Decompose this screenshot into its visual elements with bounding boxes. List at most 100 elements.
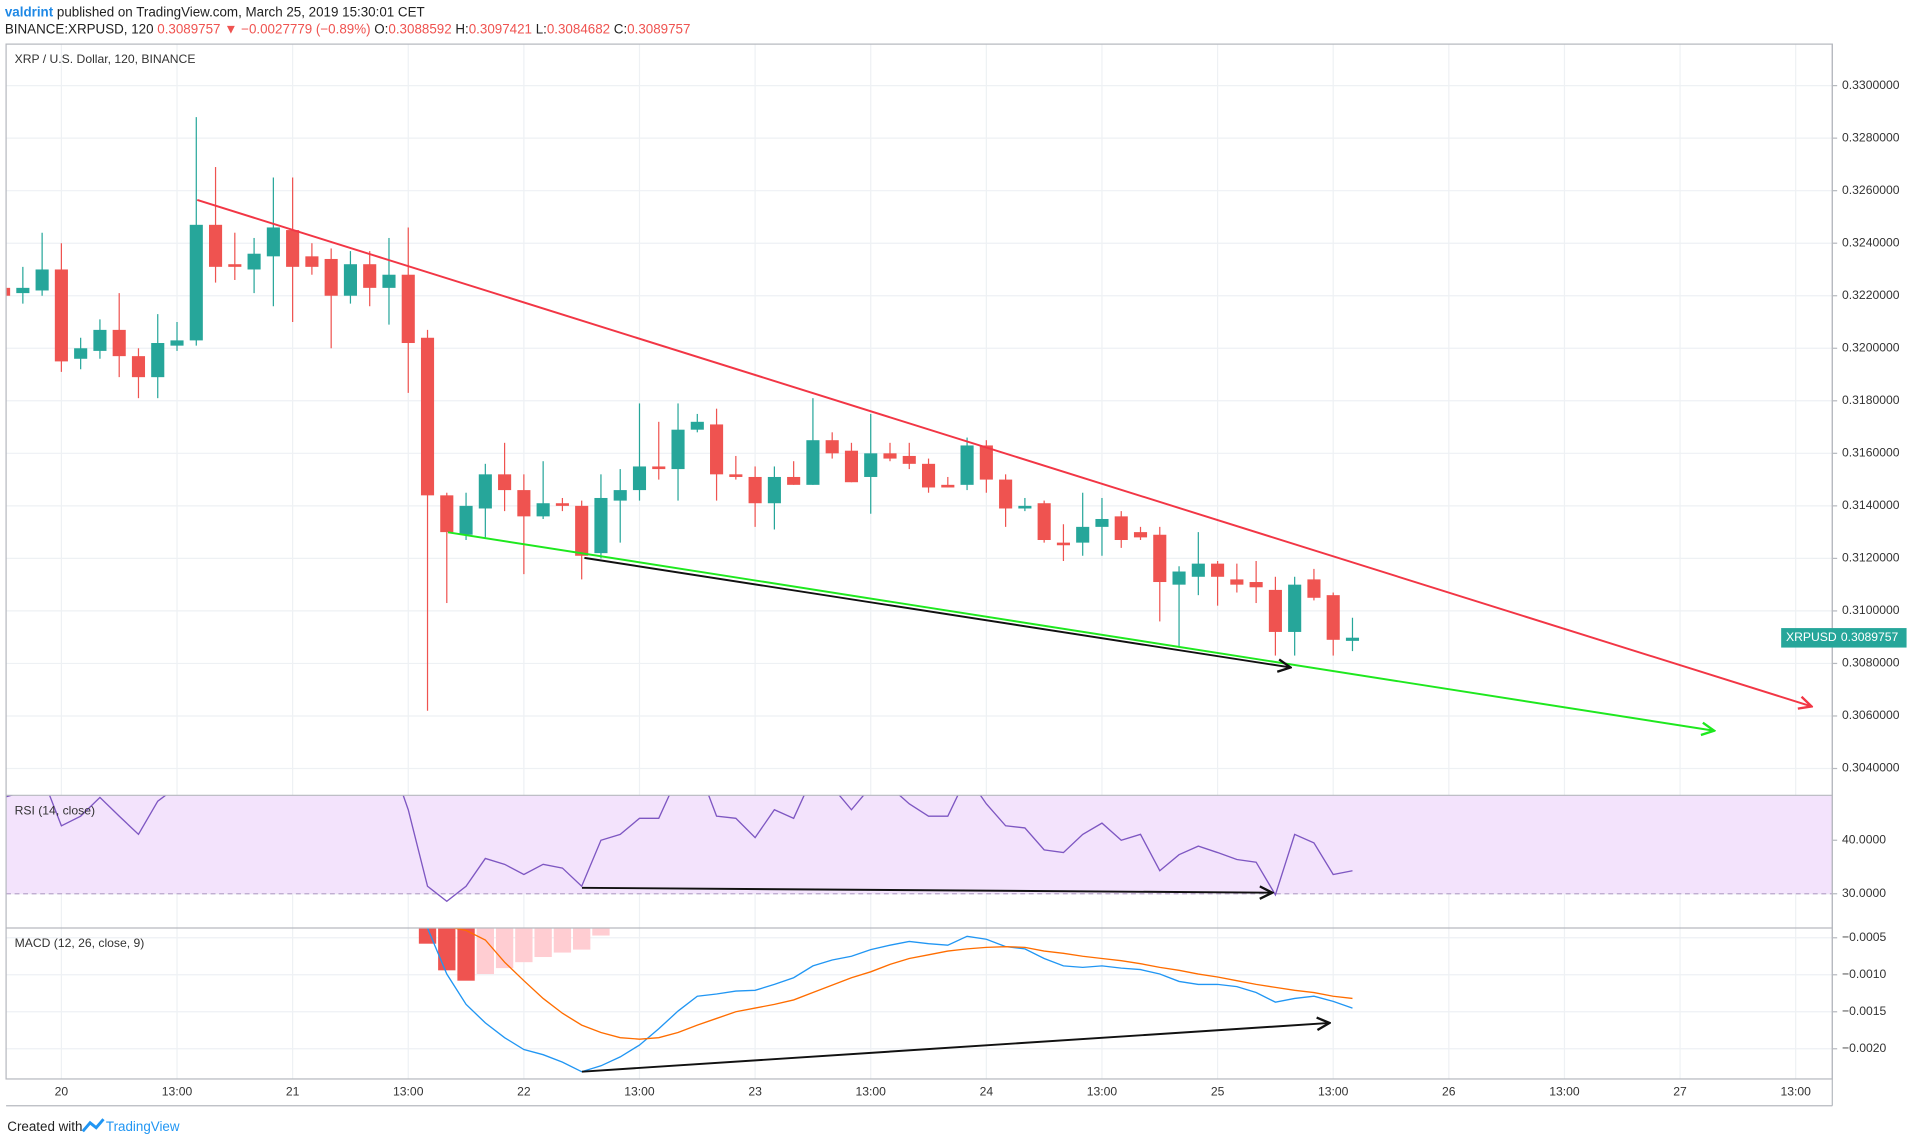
candle-body — [74, 348, 88, 359]
candle-body — [343, 264, 357, 296]
candle-body — [266, 227, 280, 257]
candle-body — [767, 476, 781, 504]
footer-brand: TradingView — [106, 1119, 180, 1134]
candle-body — [1056, 542, 1070, 546]
y-tick-label: 0.3220000 — [1842, 288, 1900, 302]
rsi-title: RSI (14, close) — [15, 803, 95, 817]
candle-body — [286, 230, 300, 267]
candle-body — [671, 429, 685, 470]
candle-body — [1307, 579, 1321, 598]
candle-body — [979, 445, 993, 480]
candle-body — [960, 445, 974, 485]
candle-body — [1172, 571, 1186, 585]
candle-body — [401, 274, 415, 344]
candle-body — [112, 329, 126, 357]
macd-title: MACD (12, 26, close, 9) — [15, 936, 145, 950]
header-line-2: BINANCE:XRPUSD, 120 0.3089757 ▼ −0.00277… — [5, 21, 691, 36]
published: published on TradingView.com, March 25, … — [57, 4, 425, 19]
candle-body — [420, 337, 435, 496]
o-key: O: — [374, 21, 388, 36]
candle-body — [54, 269, 68, 362]
x-tick-label: 13:00 — [1549, 1085, 1580, 1099]
candle-body — [1153, 534, 1167, 583]
x-tick-label: 13:00 — [856, 1085, 887, 1099]
candle-body — [575, 505, 589, 556]
macd-line-0 — [426, 928, 1353, 1073]
histogram-bar — [553, 928, 572, 953]
candle-body — [6, 287, 11, 296]
last-price-box — [1781, 628, 1907, 648]
chart-title: XRP / U.S. Dollar, 120, BINANCE — [15, 52, 196, 66]
y-tick-label: −0.0020 — [1842, 1041, 1887, 1055]
candle-body — [478, 474, 492, 509]
pane-1 — [6, 795, 1833, 903]
candle-body — [247, 253, 261, 270]
x-tick-label: 24 — [980, 1085, 994, 1099]
rsi-band — [6, 795, 1833, 894]
y-tick-label: −0.0005 — [1842, 930, 1887, 944]
x-tick-label: 13:00 — [393, 1085, 424, 1099]
last-price-name: XRPUSD — [1786, 630, 1837, 644]
y-tick-label: 30.0000 — [1842, 886, 1886, 900]
c-key: C: — [614, 21, 627, 36]
histogram-bar — [592, 928, 610, 936]
histogram-bar — [515, 928, 533, 963]
header-line-1: valdrint published on TradingView.com, M… — [5, 4, 425, 19]
candle-body — [517, 490, 531, 517]
x-tick-label: 13:00 — [1087, 1085, 1118, 1099]
candle-body — [93, 329, 107, 351]
last-price-value: 0.3089757 — [1841, 630, 1899, 644]
candle-body — [1211, 563, 1225, 577]
y-tick-label: 0.3300000 — [1842, 78, 1900, 92]
rsi-line — [6, 795, 1353, 903]
candle-body — [729, 474, 743, 477]
x-tick-label: 21 — [286, 1085, 300, 1099]
rsi-arrow — [581, 888, 1272, 893]
candle-body — [864, 453, 878, 477]
candle-body — [787, 476, 801, 485]
candle-body — [748, 476, 762, 504]
candle-body — [555, 503, 569, 506]
y-tick-label: 0.3180000 — [1842, 393, 1900, 407]
histogram-bar — [476, 928, 495, 975]
candle-body — [1037, 503, 1051, 541]
candle-body — [1191, 563, 1205, 577]
candle-body — [1076, 526, 1090, 543]
y-tick-label: 0.3160000 — [1842, 446, 1900, 460]
x-tick-label: 22 — [517, 1085, 531, 1099]
candle-body — [806, 440, 820, 485]
candle-body — [1326, 595, 1340, 640]
candle-body — [324, 258, 338, 296]
last: 0.3089757 — [157, 21, 220, 36]
y-tick-label: −0.0010 — [1842, 967, 1887, 981]
l-text: 0.3084682 — [547, 21, 610, 36]
histogram-bar — [534, 928, 552, 958]
candle-body — [170, 340, 184, 346]
candle-body — [440, 495, 454, 533]
c-text: 0.3089757 — [627, 21, 690, 36]
pane-2 — [418, 928, 1353, 1073]
l-key: L: — [536, 21, 547, 36]
candle-body — [999, 479, 1013, 509]
support-line — [447, 531, 1714, 730]
x-tick-label: 26 — [1442, 1085, 1456, 1099]
x-tick-label: 13:00 — [1780, 1085, 1811, 1099]
symbol: BINANCE:XRPUSD, 120 — [5, 21, 154, 36]
grid — [6, 44, 1833, 1079]
y-tick-label: 0.3060000 — [1842, 708, 1900, 722]
candle-body — [1268, 589, 1282, 632]
y-tick-label: 0.3080000 — [1842, 656, 1900, 670]
candle-body — [131, 356, 146, 378]
candle-body — [1018, 505, 1032, 509]
footer-created: Created with — [7, 1119, 82, 1134]
y-tick-label: 0.3140000 — [1842, 498, 1900, 512]
candle-body — [902, 455, 916, 464]
candle-body — [363, 264, 377, 288]
candle-body — [35, 269, 49, 291]
change: ▼ −0.0027779 (−0.89%) — [224, 21, 370, 36]
histogram-bar — [457, 928, 475, 981]
candle-body — [228, 264, 242, 267]
h-key: H: — [455, 21, 468, 36]
